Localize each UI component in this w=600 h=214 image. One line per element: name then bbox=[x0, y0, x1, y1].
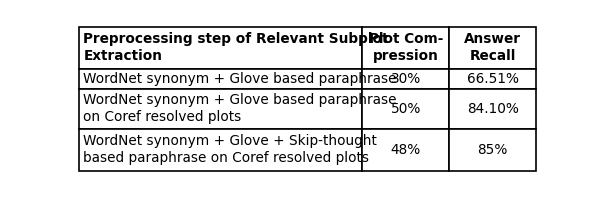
Bar bbox=[362, 129, 449, 171]
Text: Answer
Recall: Answer Recall bbox=[464, 32, 521, 63]
Text: 30%: 30% bbox=[391, 71, 421, 86]
Bar bbox=[449, 27, 536, 68]
Bar bbox=[79, 129, 362, 171]
Text: WordNet synonym + Glove + Skip-thought
based paraphrase on Coref resolved plots: WordNet synonym + Glove + Skip-thought b… bbox=[83, 134, 377, 165]
Text: 85%: 85% bbox=[478, 143, 508, 157]
Bar bbox=[79, 68, 362, 89]
Text: WordNet synonym + Glove based paraphrase: WordNet synonym + Glove based paraphrase bbox=[83, 71, 397, 86]
Text: Plot Com-
pression: Plot Com- pression bbox=[368, 32, 443, 63]
Bar bbox=[362, 68, 449, 89]
Bar bbox=[362, 27, 449, 68]
Text: WordNet synonym + Glove based paraphrase
on Coref resolved plots: WordNet synonym + Glove based paraphrase… bbox=[83, 93, 397, 124]
Bar bbox=[79, 89, 362, 129]
Text: 84.10%: 84.10% bbox=[467, 102, 519, 116]
Text: Preprocessing step of Relevant Subplot
Extraction: Preprocessing step of Relevant Subplot E… bbox=[83, 32, 389, 63]
Text: 50%: 50% bbox=[391, 102, 421, 116]
Bar bbox=[449, 129, 536, 171]
Bar bbox=[79, 27, 362, 68]
Text: 48%: 48% bbox=[391, 143, 421, 157]
Bar bbox=[449, 89, 536, 129]
Text: 66.51%: 66.51% bbox=[467, 71, 519, 86]
Bar bbox=[449, 68, 536, 89]
Bar bbox=[362, 89, 449, 129]
